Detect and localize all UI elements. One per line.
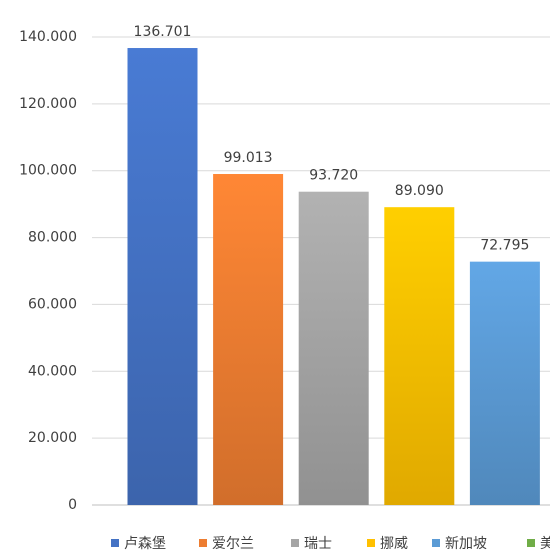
data-label: 99.013 <box>224 150 273 166</box>
data-label: 72.795 <box>480 238 529 254</box>
y-tick-label: 140.000 <box>19 29 77 45</box>
y-tick-label: 0 <box>68 497 77 513</box>
data-label: 93.720 <box>309 168 358 184</box>
bar <box>384 207 455 505</box>
y-tick-label: 40.000 <box>28 363 77 379</box>
legend-swatch <box>199 539 207 547</box>
legend-label: 挪威 <box>380 536 408 552</box>
y-tick-label: 20.000 <box>28 430 77 446</box>
legend-label: 瑞士 <box>304 536 332 552</box>
legend-swatch <box>111 539 119 547</box>
data-label: 136.701 <box>134 24 192 40</box>
bar <box>469 261 540 505</box>
y-tick-label: 60.000 <box>28 296 77 312</box>
bar <box>213 174 284 506</box>
legend-swatch <box>367 539 375 547</box>
y-tick-label: 100.000 <box>19 163 77 179</box>
y-tick-label: 120.000 <box>19 96 77 112</box>
legend-label: 美 <box>540 536 550 552</box>
legend-label: 新加坡 <box>445 536 487 552</box>
bar <box>298 191 369 505</box>
data-label: 89.090 <box>395 183 444 199</box>
y-tick-label: 80.000 <box>28 230 77 246</box>
legend-swatch <box>291 539 299 547</box>
bar <box>127 48 198 506</box>
legend-label: 卢森堡 <box>124 536 166 552</box>
legend-swatch <box>432 539 440 547</box>
legend-swatch <box>527 539 535 547</box>
legend-label: 爱尔兰 <box>212 536 254 552</box>
